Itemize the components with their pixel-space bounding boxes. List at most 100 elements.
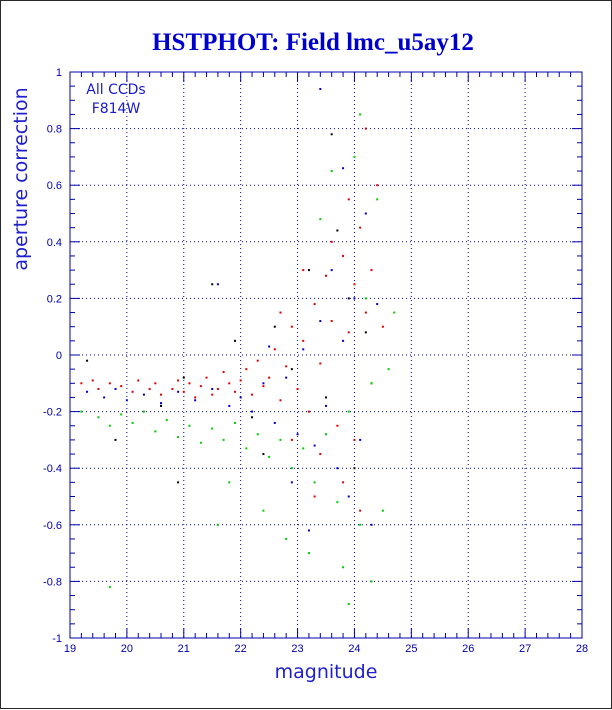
data-point <box>148 387 151 390</box>
data-point <box>364 297 367 300</box>
data-point <box>222 438 225 441</box>
data-point <box>370 580 373 583</box>
data-point <box>359 226 362 229</box>
data-point <box>353 438 356 441</box>
data-point <box>97 416 100 419</box>
data-point <box>171 387 174 390</box>
data-point <box>307 529 310 532</box>
data-point <box>268 345 271 348</box>
data-point <box>211 427 214 430</box>
data-point <box>353 283 356 286</box>
data-point <box>80 382 83 385</box>
data-point <box>154 430 157 433</box>
data-point <box>131 421 134 424</box>
data-point <box>347 410 350 413</box>
data-point <box>137 379 140 382</box>
data-point <box>205 376 208 379</box>
data-point <box>364 127 367 130</box>
data-point <box>262 385 265 388</box>
data-point <box>228 382 231 385</box>
data-point <box>307 552 310 555</box>
data-point <box>319 453 322 456</box>
data-point <box>251 416 254 419</box>
data-point <box>245 368 248 371</box>
data-point <box>114 438 117 441</box>
data-point <box>285 537 288 540</box>
x-axis-label: magnitude <box>275 661 378 683</box>
data-point <box>108 424 111 427</box>
data-point <box>279 311 282 314</box>
data-point <box>216 283 219 286</box>
data-point <box>336 467 339 470</box>
data-point <box>302 269 305 272</box>
y-tick-label: -0.4 <box>43 463 62 475</box>
data-point <box>211 387 214 390</box>
data-point <box>268 455 271 458</box>
data-point <box>177 481 180 484</box>
data-point <box>359 509 362 512</box>
data-point <box>307 269 310 272</box>
data-point <box>313 303 316 306</box>
data-point <box>393 311 396 314</box>
data-point <box>302 447 305 450</box>
data-point <box>273 348 276 351</box>
y-tick-label: 0.2 <box>47 293 62 305</box>
data-point <box>319 218 322 221</box>
data-point <box>262 382 265 385</box>
data-point <box>319 87 322 90</box>
data-point <box>370 523 373 526</box>
y-tick-label: -0.2 <box>43 407 62 419</box>
data-point <box>177 379 180 382</box>
x-tick-label: 20 <box>121 643 133 655</box>
x-tick-label: 26 <box>462 643 474 655</box>
data-point <box>80 410 83 413</box>
data-point <box>86 390 89 393</box>
data-point <box>296 387 299 390</box>
x-tick-label: 21 <box>178 643 190 655</box>
data-point <box>273 421 276 424</box>
data-point <box>302 348 305 351</box>
data-point <box>381 509 384 512</box>
data-point <box>336 229 339 232</box>
data-point <box>160 393 163 396</box>
data-point <box>199 441 202 444</box>
data-point <box>131 390 134 393</box>
data-point <box>182 376 185 379</box>
data-point <box>188 424 191 427</box>
data-point <box>387 368 390 371</box>
data-point <box>97 387 100 390</box>
data-point <box>342 167 345 170</box>
data-point <box>364 212 367 215</box>
data-point <box>347 603 350 606</box>
data-point <box>307 410 310 413</box>
annotation-filter: F814W <box>92 101 141 117</box>
y-tick-label: -0.6 <box>43 520 62 532</box>
x-tick-label: 27 <box>519 643 531 655</box>
x-tick-label: 25 <box>405 643 417 655</box>
data-point <box>330 133 333 136</box>
data-points <box>80 87 396 606</box>
data-point <box>91 379 94 382</box>
chart-title: HSTPHOT: Field lmc_u5ay12 <box>152 29 474 56</box>
data-point <box>125 399 128 402</box>
data-point <box>245 447 248 450</box>
data-point <box>353 297 356 300</box>
data-point <box>188 382 191 385</box>
data-point <box>154 382 157 385</box>
data-point <box>256 433 259 436</box>
data-point <box>290 467 293 470</box>
data-point <box>194 399 197 402</box>
data-point <box>177 390 180 393</box>
y-tick-label: 1 <box>56 67 62 79</box>
data-point <box>262 509 265 512</box>
data-point <box>330 240 333 243</box>
data-point <box>325 274 327 277</box>
data-point <box>273 325 276 328</box>
data-point <box>313 495 316 498</box>
data-point <box>313 444 316 447</box>
y-tick-label: 0 <box>56 350 62 362</box>
data-point <box>342 481 345 484</box>
x-tick-label: 28 <box>576 643 588 655</box>
data-point <box>165 419 168 422</box>
data-point <box>330 269 333 272</box>
